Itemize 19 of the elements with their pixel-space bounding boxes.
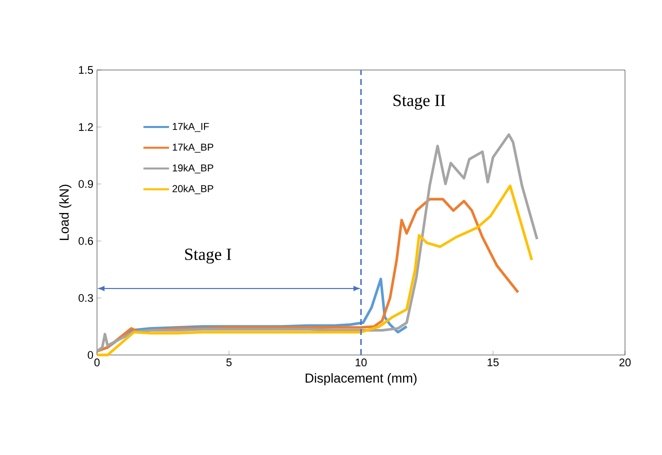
x-tick-label: 10 <box>356 358 367 366</box>
legend-label: 19kA_BP <box>172 164 214 174</box>
x-tick-label: 15 <box>488 358 499 366</box>
y-tick-label: 0.6 <box>78 237 93 245</box>
x-tick-label: 0 <box>94 358 100 366</box>
legend-label: 20kA_BP <box>172 184 214 194</box>
x-axis-title: Displacement (mm) <box>306 373 417 386</box>
x-tick-label: 20 <box>619 358 631 366</box>
y-tick-label: 0 <box>88 351 94 359</box>
y-tick-label: 0.3 <box>78 294 93 302</box>
annotation: Stage I <box>185 248 232 264</box>
legend-label: 17kA_IF <box>172 122 209 132</box>
legend-label: 17kA_BP <box>172 143 214 153</box>
x-tick-label: 5 <box>226 358 232 366</box>
y-tick-label: 0.9 <box>78 180 93 188</box>
y-tick-label: 1.5 <box>79 66 94 74</box>
y-axis-title: Load (kN) <box>59 184 72 240</box>
annotation: Stage II <box>394 94 446 110</box>
y-tick-label: 1.2 <box>79 123 93 131</box>
